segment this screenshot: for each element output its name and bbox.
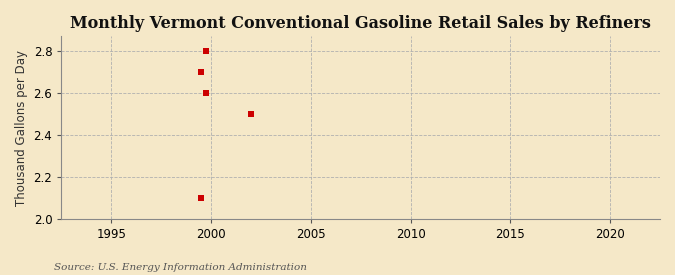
Point [196, 196, 207, 200]
Point [246, 112, 256, 116]
Point [196, 70, 207, 74]
Y-axis label: Thousand Gallons per Day: Thousand Gallons per Day [15, 50, 28, 205]
Point [200, 91, 211, 95]
Point [200, 49, 211, 53]
Title: Monthly Vermont Conventional Gasoline Retail Sales by Refiners: Monthly Vermont Conventional Gasoline Re… [70, 15, 651, 32]
Text: Source: U.S. Energy Information Administration: Source: U.S. Energy Information Administ… [54, 263, 307, 272]
